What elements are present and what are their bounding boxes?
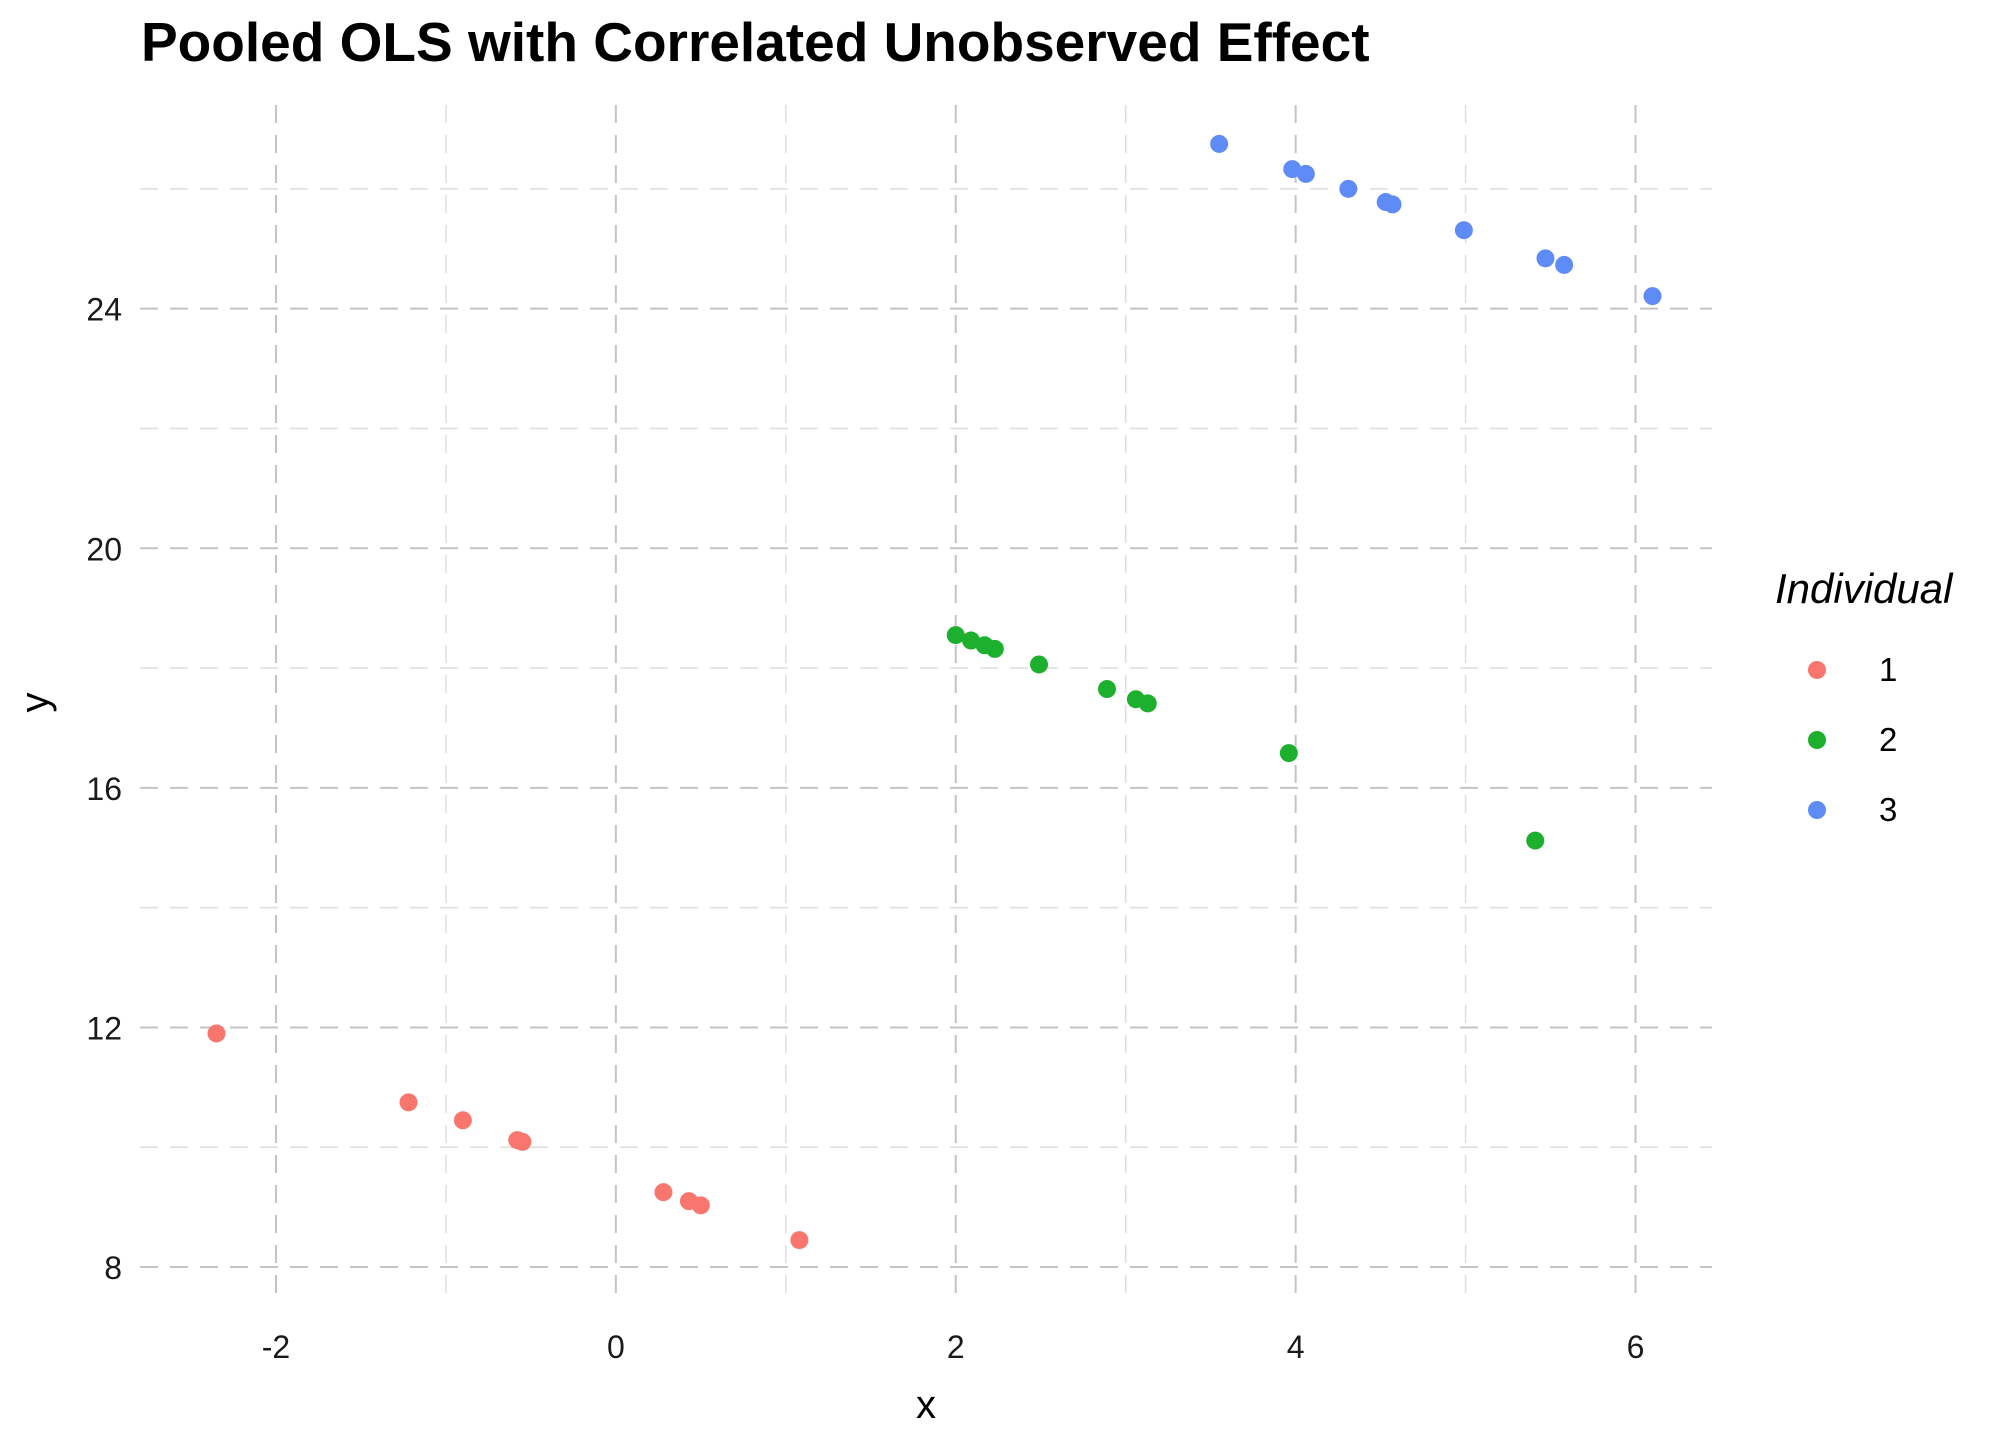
x-tick-label: -2	[262, 1329, 290, 1365]
y-tick-label: 8	[104, 1250, 122, 1286]
data-point-individual-3	[1643, 287, 1662, 306]
data-point-individual-2	[962, 631, 981, 650]
data-point-individual-3	[1339, 179, 1358, 198]
data-point-individual-3	[1536, 249, 1555, 268]
legend: Individual 1 2 3	[1775, 565, 1952, 845]
data-point-individual-2	[1279, 744, 1298, 763]
legend-key-dot	[1808, 661, 1826, 679]
data-point-individual-3	[1454, 221, 1473, 240]
y-tick-label: 20	[86, 531, 122, 567]
legend-label: 1	[1879, 651, 1898, 688]
y-tick-label: 12	[86, 1010, 122, 1046]
data-point-individual-1	[399, 1093, 418, 1112]
data-point-individual-2	[946, 626, 965, 645]
chart-title: Pooled OLS with Correlated Unobserved Ef…	[141, 11, 1370, 73]
data-point-individual-2	[985, 639, 1004, 658]
legend-key-dot	[1808, 801, 1826, 819]
legend-item-2: 2	[1775, 705, 1952, 775]
data-point-individual-2	[1030, 655, 1049, 674]
data-point-individual-3	[1296, 164, 1315, 183]
legend-label: 2	[1879, 721, 1898, 758]
data-point-individual-1	[207, 1024, 226, 1043]
legend-key-dot	[1808, 731, 1826, 749]
data-point-individual-1	[654, 1183, 673, 1202]
data-points	[207, 134, 1662, 1250]
data-point-individual-3	[1383, 195, 1402, 214]
data-point-individual-2	[1526, 831, 1545, 850]
x-tick-label: 2	[947, 1329, 965, 1365]
y-tick-label: 16	[86, 771, 122, 807]
data-point-individual-1	[453, 1111, 472, 1130]
legend-item-3: 3	[1775, 775, 1952, 845]
data-point-individual-2	[1138, 694, 1157, 713]
legend-items: 1 2 3	[1775, 635, 1952, 845]
data-point-individual-3	[1283, 160, 1302, 179]
data-point-individual-1	[691, 1196, 710, 1215]
x-axis-title: x	[916, 1383, 936, 1427]
data-point-individual-3	[1555, 255, 1574, 274]
x-tick-label: 4	[1287, 1329, 1305, 1365]
grid-lines	[140, 105, 1712, 1300]
y-axis-title: y	[13, 693, 57, 713]
legend-title: Individual	[1775, 565, 1953, 612]
x-tick-label: 6	[1627, 1329, 1645, 1365]
data-point-individual-2	[1097, 680, 1116, 699]
data-point-individual-1	[513, 1132, 532, 1151]
x-tick-label: 0	[607, 1329, 625, 1365]
legend-label: 3	[1879, 791, 1898, 828]
legend-item-1: 1	[1775, 635, 1952, 705]
data-point-individual-1	[790, 1231, 809, 1250]
data-point-individual-3	[1210, 134, 1229, 153]
y-tick-label: 24	[86, 292, 122, 328]
